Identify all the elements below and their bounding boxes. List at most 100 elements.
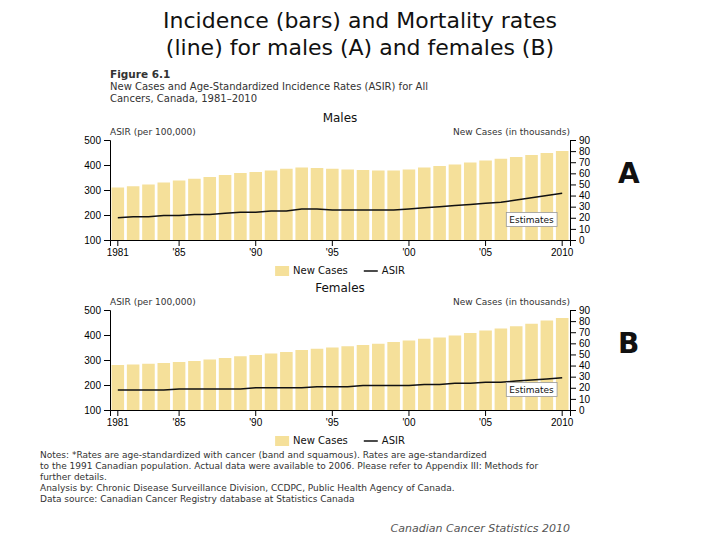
x-tick: '90 [249, 240, 262, 258]
y2-tick-mark [570, 229, 576, 230]
y-tick-mark [104, 165, 110, 166]
y2-axis-title: New Cases (in thousands) [453, 297, 570, 307]
x-tick-label: '85 [173, 417, 186, 428]
x-tick-label: 2010 [551, 417, 574, 428]
x-tick: 2010 [551, 240, 574, 258]
footer-note: Notes: *Rates are age-standardized with … [40, 450, 487, 460]
y-tick-mark [104, 215, 110, 216]
bar [433, 338, 446, 411]
bar [311, 349, 324, 410]
y-tick-mark [104, 310, 110, 311]
subtitle: New Cases and Age-Standardized Incidence… [110, 81, 428, 92]
bar [495, 159, 508, 240]
annotation-box: Estimates [506, 383, 557, 397]
x-tick-label: '90 [249, 417, 262, 428]
bar [173, 181, 186, 241]
y2-tick-label: 50 [579, 349, 591, 360]
line [118, 193, 562, 217]
bar [265, 354, 278, 411]
x-tick-mark [485, 240, 486, 246]
y2-tick-mark [570, 184, 576, 185]
y2-tick-label: 50 [579, 179, 591, 190]
bar [127, 186, 140, 240]
y-tick-label: 500 [84, 135, 101, 146]
x-tick-mark [255, 240, 256, 246]
legend-label: ASIR [382, 435, 405, 446]
y2-tick-label: 0 [579, 405, 585, 416]
x-tick: '00 [402, 240, 415, 258]
y2-tick-label: 0 [579, 235, 585, 246]
annotation-background [506, 213, 557, 227]
y2-tick: 10 [570, 394, 591, 405]
x-tick-mark [255, 410, 256, 416]
y2-axis-title: New Cases (in thousands) [453, 127, 570, 137]
footer-note: Analysis by: Chronic Disease Surveillanc… [40, 483, 455, 493]
y-tick-label: 400 [84, 330, 101, 341]
bar [464, 333, 477, 410]
x-tick-mark [562, 410, 563, 416]
y2-tick-label: 80 [579, 316, 591, 327]
x-tick: '00 [402, 410, 415, 428]
y-tick-mark [104, 335, 110, 336]
y2-tick-label: 70 [579, 327, 591, 338]
y2-tick-label: 30 [579, 371, 591, 382]
line [118, 378, 562, 390]
y2-tick-mark [570, 377, 576, 378]
y2-tick-label: 90 [579, 135, 591, 146]
y-tick-label: 500 [84, 305, 101, 316]
y2-tick-mark [570, 388, 576, 389]
y2-tick-label: 20 [579, 212, 591, 223]
bar [418, 168, 431, 241]
y-tick-mark [104, 360, 110, 361]
bar [173, 362, 186, 410]
y2-tick-mark [570, 354, 576, 355]
y2-tick: 20 [570, 382, 591, 393]
y2-tick-mark [570, 332, 576, 333]
y2-tick: 0 [570, 405, 585, 416]
bar [556, 151, 569, 240]
legend-item: New Cases [275, 435, 348, 446]
y-tick: 300 [84, 355, 110, 366]
annotation: Estimates [509, 385, 554, 395]
bar [341, 170, 354, 241]
bar [219, 358, 232, 410]
bar-series [112, 151, 569, 240]
subtitle: Figure 6.1 [110, 68, 170, 80]
bar-series [112, 318, 569, 410]
x-tick-label: '95 [326, 417, 339, 428]
x-tick-mark [408, 240, 409, 246]
x-tick-label: '90 [249, 247, 262, 258]
legend-item: ASIR [364, 265, 405, 276]
y-axis-title: ASIR (per 100,000) [110, 127, 196, 137]
y2-tick-label: 20 [579, 382, 591, 393]
y2-tick-label: 10 [579, 224, 591, 235]
y2-tick-mark [570, 162, 576, 163]
legend: New CasesASIR [275, 265, 405, 276]
x-tick-mark [117, 410, 118, 416]
x-axis: 1981'85'90'95'00'052010 [107, 410, 574, 428]
legend: New Cases ASIR [275, 435, 405, 446]
y-tick-mark [104, 190, 110, 191]
y2-tick: 90 [570, 305, 591, 316]
bar [280, 352, 293, 410]
y-tick-mark [104, 410, 110, 411]
bar [203, 177, 216, 240]
y2-tick: 0 [570, 235, 585, 246]
y2-tick: 90 [570, 135, 591, 146]
panel-title: Females [315, 281, 365, 295]
y2-tick: 40 [570, 190, 591, 201]
x-tick-mark [332, 410, 333, 416]
legend-item: ASIR [364, 435, 405, 446]
bar [112, 188, 125, 241]
bar [449, 336, 462, 411]
y2-tick-mark [570, 196, 576, 197]
title: (line) for males (A) and females (B) [166, 35, 554, 60]
y2-tick: 40 [570, 360, 591, 371]
x-axis-line [111, 411, 571, 417]
x-tick-label: '95 [326, 247, 339, 258]
legend-label: New Cases [293, 435, 348, 446]
y-tick: 500 [84, 305, 110, 316]
y2-tick: 50 [570, 179, 591, 190]
y2-tick: 70 [570, 327, 591, 338]
plot-area [112, 318, 569, 410]
